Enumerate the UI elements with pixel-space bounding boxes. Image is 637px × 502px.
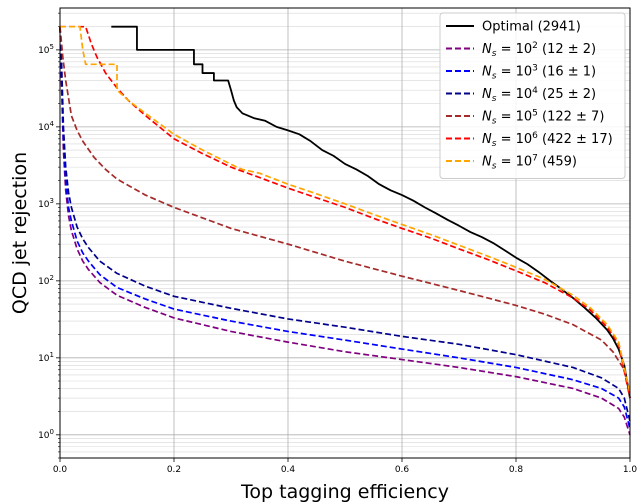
legend-label: Ns = 102 (12 ± 2) (482, 41, 596, 59)
plot-frame (59, 7, 631, 459)
y-axis-label: QCD jet rejection (9, 152, 31, 314)
legend-label: Optimal (2941) (482, 20, 581, 35)
x-tick-label: 1.0 (623, 465, 637, 475)
legend-label: Ns = 106 (422 ± 17) (482, 131, 613, 149)
x-axis-label: Top tagging efficiency (240, 481, 449, 502)
series-layer (59, 25, 631, 436)
series-line (60, 25, 631, 394)
x-tick-label: 0.8 (509, 465, 524, 475)
x-tick-label: 0.6 (395, 465, 410, 475)
legend-label: Ns = 105 (122 ± 7) (482, 109, 604, 127)
series-line (60, 25, 631, 399)
x-axis-ticks: 0.0 0.2 0.4 0.6 0.8 1.0 (53, 458, 637, 475)
series-line (59, 26, 631, 436)
series-line (59, 26, 631, 399)
x-tick-label: 0.4 (281, 465, 296, 475)
series-line (59, 26, 631, 429)
legend: Optimal (2941) Ns = 102 (12 ± 2) Ns = 103 … (439, 12, 626, 179)
x-tick-label: 0.2 (167, 465, 181, 475)
legend-label: Ns = 103 (16 ± 1) (482, 64, 596, 82)
x-tick-label: 0.0 (53, 465, 68, 475)
legend-label: Ns = 107 (459) (482, 154, 577, 172)
legend-label: Ns = 104 (25 ± 2) (482, 86, 596, 104)
legend-box (439, 12, 626, 179)
series-line (59, 26, 631, 422)
